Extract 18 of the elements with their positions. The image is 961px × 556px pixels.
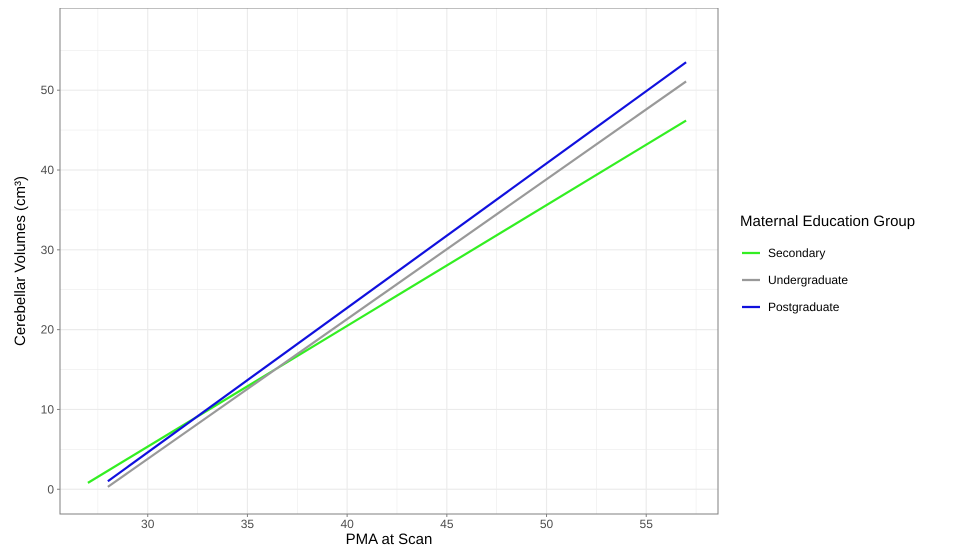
y-tick-label: 0	[47, 482, 54, 496]
x-tick-label: 55	[640, 517, 654, 531]
y-tick-label: 40	[40, 163, 54, 178]
y-tick-label: 30	[40, 242, 54, 257]
x-tick-label: 45	[440, 517, 454, 531]
legend-label: Secondary	[768, 246, 826, 260]
x-axis-title: PMA at Scan	[346, 531, 432, 548]
y-tick-label: 20	[40, 322, 54, 337]
x-tick-label: 50	[540, 517, 554, 531]
legend-title: Maternal Education Group	[740, 213, 916, 230]
y-tick-label: 50	[40, 83, 54, 98]
x-tick-label: 30	[141, 517, 155, 531]
y-axis-title: Cerebellar Volumes (cm³)	[12, 176, 29, 346]
x-tick-label: 40	[340, 517, 354, 531]
y-tick-label: 10	[40, 402, 54, 416]
x-tick-label: 35	[240, 517, 254, 531]
legend-label: Undergraduate	[768, 273, 848, 287]
legend-label: Postgraduate	[768, 300, 840, 314]
